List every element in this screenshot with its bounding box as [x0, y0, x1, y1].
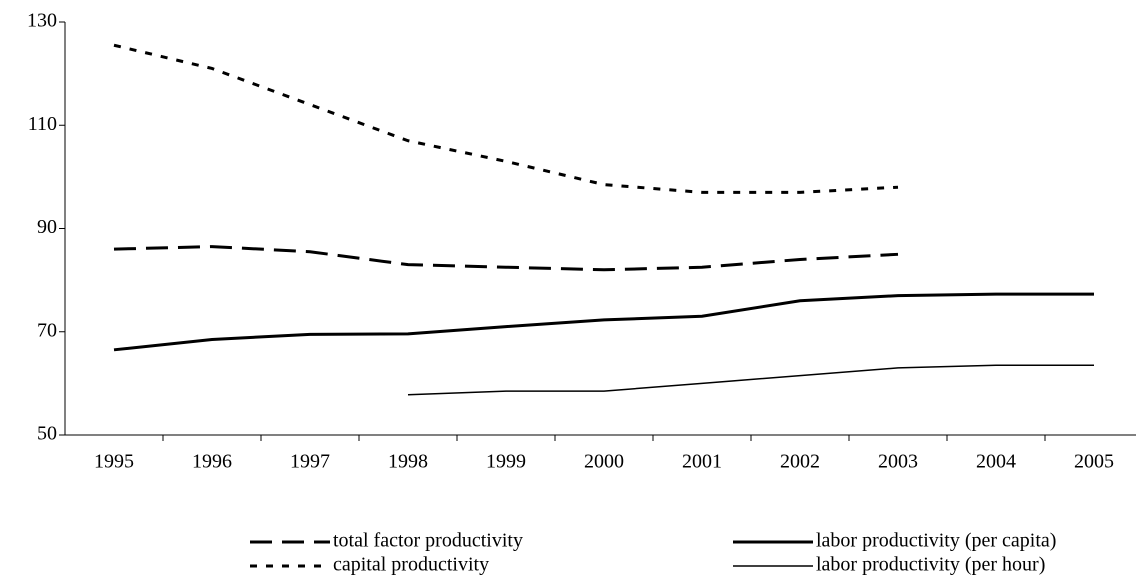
series-line: [113, 292, 1094, 352]
x-tick-label: 1999: [486, 451, 526, 473]
legend-label: labor productivity (per capita): [816, 530, 1056, 552]
legend-label: labor productivity (per hour): [816, 554, 1045, 576]
x-tick-label: 2004: [976, 451, 1016, 473]
y-tick-label: 70: [37, 319, 57, 341]
series-line: [113, 245, 899, 272]
x-tick-label: 2000: [584, 451, 624, 473]
y-tick-label: 50: [37, 423, 57, 445]
series-line: [113, 43, 899, 194]
series-line: [407, 364, 1094, 396]
x-tick-label: 2003: [878, 451, 918, 473]
x-tick-label: 1996: [192, 451, 232, 473]
x-tick-label: 2005: [1074, 451, 1114, 473]
y-tick-label: 130: [27, 10, 57, 32]
x-tick-label: 1995: [94, 451, 134, 473]
x-tick-label: 2001: [682, 451, 722, 473]
legend-label: total factor productivity: [333, 530, 523, 552]
x-tick-label: 1997: [290, 451, 330, 473]
x-tick-label: 1998: [388, 451, 428, 473]
y-tick-label: 110: [28, 113, 57, 135]
x-tick-label: 2002: [780, 451, 820, 473]
legend-label: capital productivity: [333, 554, 489, 576]
y-tick-label: 90: [37, 216, 57, 238]
